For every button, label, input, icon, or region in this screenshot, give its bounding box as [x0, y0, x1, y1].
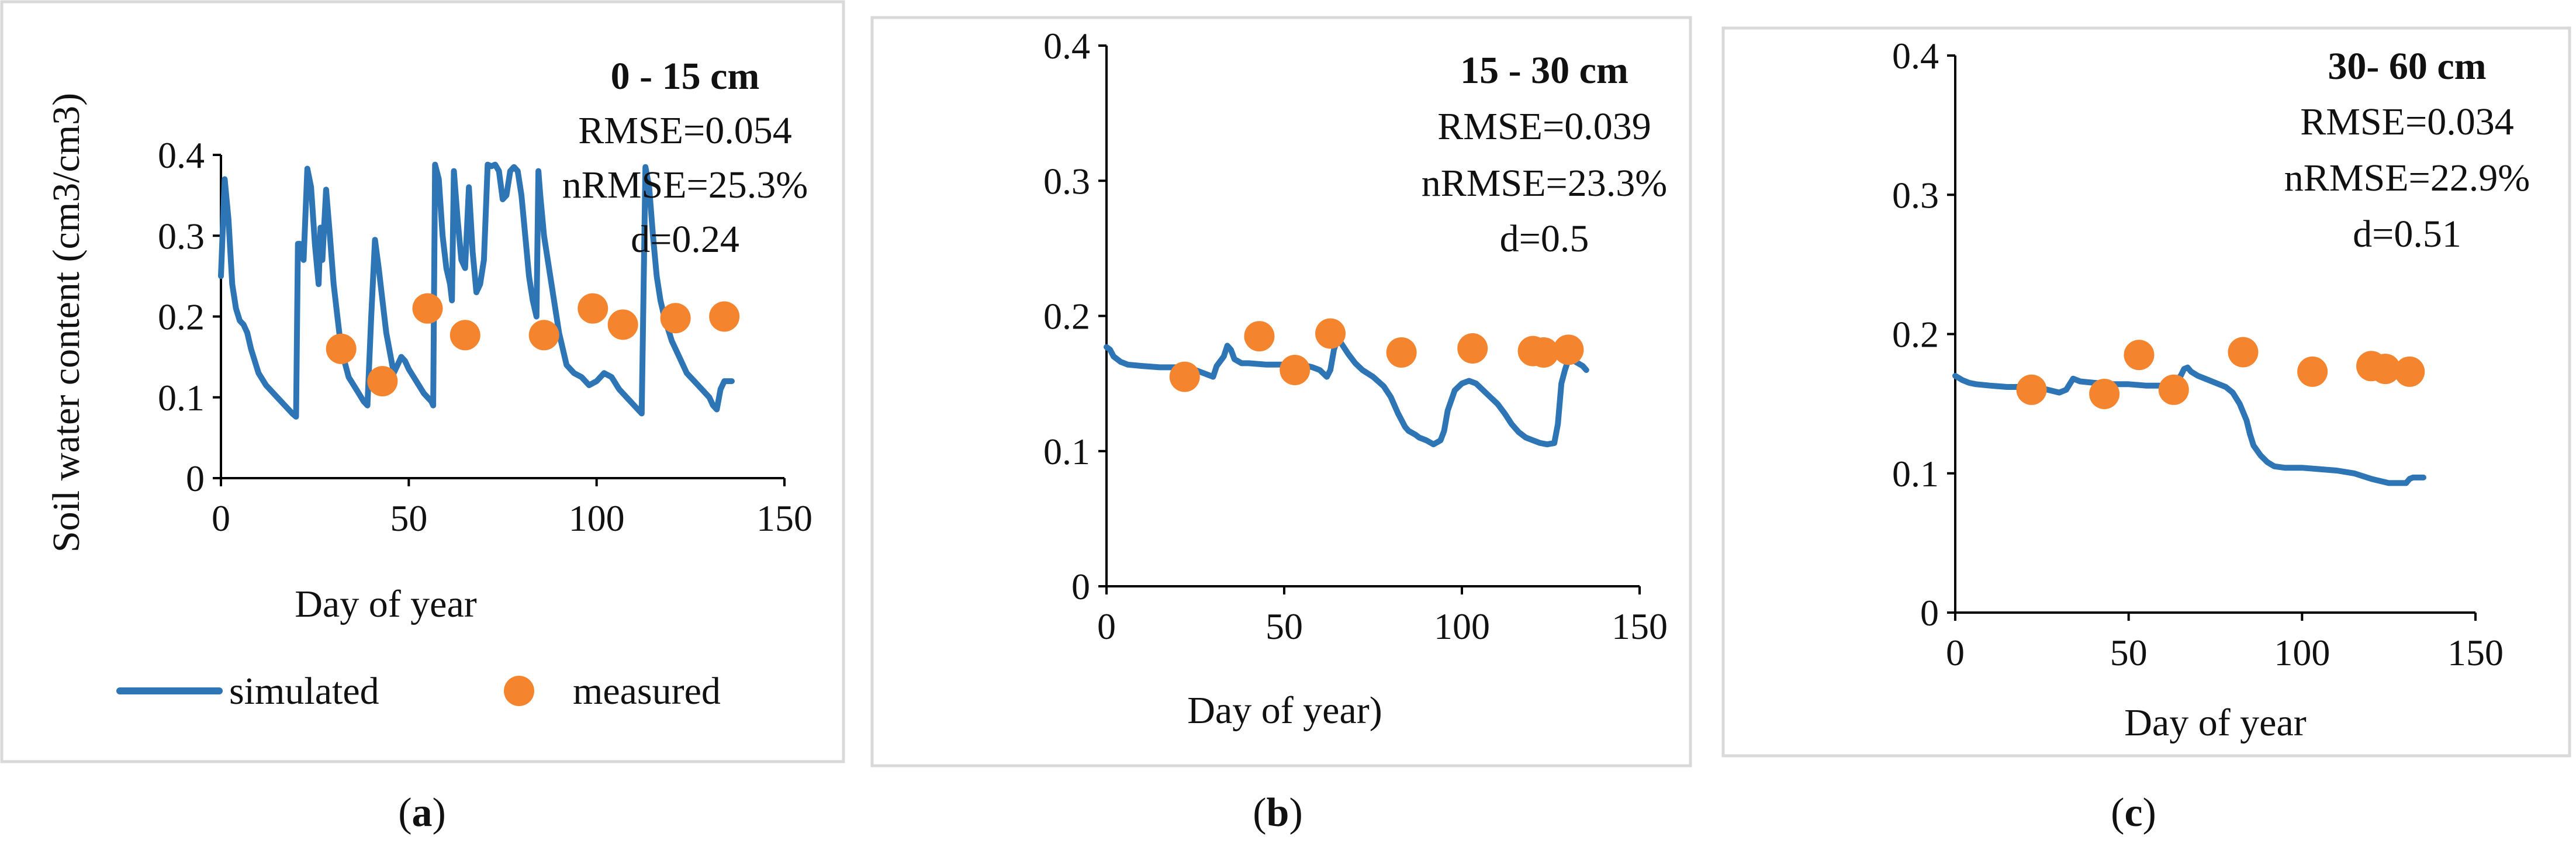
- panel-a-x-tick-label: 150: [756, 497, 812, 539]
- panel-b-plot-area: 0 0.1 0.2 0.3 0.4 0 50 100 150: [1043, 25, 1668, 647]
- panel-c-plot-area: 0 0.1 0.2 0.3 0.4 0 50 100 150: [1892, 35, 2504, 673]
- panel-b-depth-label: 15 - 30 cm: [1460, 49, 1628, 92]
- panel-a-rmse: RMSE=0.054: [578, 109, 791, 152]
- panel-b-y-tick-label: 0: [1071, 566, 1090, 607]
- panel-c-x-tick-label: 150: [2447, 632, 2504, 673]
- panel-c-caption-open: (: [2111, 790, 2124, 835]
- panel-c-frame: [1721, 26, 2571, 758]
- panel-a-measured-point: [709, 301, 740, 332]
- panel-a-x-tick-label: 100: [569, 497, 625, 539]
- panel-b-frame: [870, 16, 1692, 767]
- panel-a-measured-point: [449, 320, 480, 351]
- panel-b-measured-point: [1386, 337, 1417, 368]
- panel-b-rmse: RMSE=0.039: [1437, 105, 1651, 148]
- panel-b-x-tick-label: 150: [1612, 606, 1668, 647]
- panel-a-measured-point: [326, 333, 357, 364]
- panel-a-nrmse: nRMSE=25.3%: [562, 164, 808, 206]
- panel-c-y-tick-label: 0.4: [1892, 35, 1939, 77]
- panel-b-caption-open: (: [1253, 790, 1266, 835]
- panel-b-y-tick-label: 0.3: [1043, 160, 1090, 202]
- panel-c-measured-point: [2016, 374, 2047, 405]
- panel-a-y-tick-label: 0.3: [158, 215, 205, 257]
- panel-a-measured-point: [578, 293, 608, 324]
- panel-c-x-axis-title: Day of year: [2124, 701, 2307, 744]
- panel-a-d-index: d=0.24: [631, 218, 739, 261]
- panel-b-measured-point: [1244, 321, 1275, 352]
- panel-c-y-tick-label: 0: [1920, 592, 1939, 634]
- panel-b-measured-point: [1457, 333, 1488, 364]
- legend: simulated measured: [116, 670, 721, 713]
- panel-a-caption: (a): [398, 790, 446, 835]
- panel-a-y-tick-label: 0.1: [158, 377, 205, 419]
- panel-c-y-tick-label: 0.3: [1892, 174, 1939, 216]
- panel-c-measured-point: [2089, 378, 2120, 409]
- panel-a-x-tick-label: 50: [390, 497, 427, 539]
- panel-a-y-tick-label: 0: [186, 458, 205, 499]
- panel-c-nrmse: nRMSE=22.9%: [2284, 157, 2530, 199]
- panel-b-caption-letter: b: [1267, 790, 1289, 835]
- panel-b-d-index: d=0.5: [1500, 217, 1589, 260]
- panel-a-simulated-line: [218, 161, 735, 420]
- panel-a-measured-point: [528, 320, 559, 351]
- panel-a-frame: [0, 0, 845, 763]
- panel-c-measured-point: [2370, 354, 2401, 385]
- panel-b-measured-point: [1315, 318, 1346, 349]
- panel-a-x-axis-title: Day of year: [295, 583, 477, 625]
- panel-b: 0 0.1 0.2 0.3 0.4 0 50 100 150 Day of year) 15 -…: [870, 16, 1692, 835]
- panel-b-x-axis-title: Day of year): [1187, 689, 1382, 732]
- panel-a-y-tick-label: 0.4: [158, 134, 205, 176]
- panel-b-caption: (b): [1253, 790, 1303, 835]
- panel-c-simulated-line: [1952, 364, 2426, 486]
- panel-c-caption-letter: c: [2124, 790, 2142, 835]
- panel-c-depth-label: 30- 60 cm: [2328, 45, 2486, 88]
- panel-a-y-tick-label: 0.2: [158, 296, 205, 338]
- panel-b-nrmse: nRMSE=23.3%: [1422, 162, 1667, 205]
- panel-a-caption-close: ): [433, 790, 446, 835]
- panel-c-y-tick-label: 0.2: [1892, 314, 1939, 355]
- panel-c: 0 0.1 0.2 0.3 0.4 0 50 100 150 Day of year 30- 6…: [1721, 26, 2571, 835]
- panel-c-x-tick-label: 50: [2110, 632, 2148, 673]
- panel-c-d-index: d=0.51: [2353, 213, 2461, 255]
- panel-a-caption-letter: a: [412, 790, 433, 835]
- panel-a-measured-point: [412, 293, 443, 324]
- panel-a-y-axis-title: Soil water content (cm3/cm3): [45, 93, 88, 552]
- legend-measured-label: measured: [573, 670, 721, 713]
- panel-c-caption: (c): [2111, 790, 2156, 835]
- panel-a-measured-point: [367, 366, 398, 397]
- panel-c-x-tick-label: 100: [2274, 632, 2330, 673]
- panel-a-x-tick-label: 0: [212, 497, 230, 539]
- panel-c-measured-point: [2297, 356, 2328, 387]
- panel-c-measured-point: [2228, 337, 2259, 368]
- panel-b-measured-point: [1528, 337, 1559, 368]
- panel-a-plot-area: 0 0.1 0.2 0.3 0.4 0 50 100 150: [158, 134, 812, 539]
- panel-b-measured-point: [1553, 334, 1584, 365]
- panel-b-y-tick-label: 0.4: [1043, 25, 1090, 67]
- panel-c-measured-point: [2158, 374, 2189, 405]
- panel-a-caption-open: (: [398, 790, 412, 835]
- panel-c-x-tick-label: 0: [1946, 632, 1965, 673]
- panel-c-y-tick-label: 0.1: [1892, 453, 1939, 495]
- legend-measured-marker: [504, 676, 534, 706]
- panel-b-caption-close: ): [1289, 790, 1302, 835]
- panel-b-x-tick-label: 0: [1097, 606, 1116, 647]
- legend-simulated-label: simulated: [229, 670, 379, 713]
- panel-b-measured-point: [1280, 355, 1311, 385]
- panel-a-measured-point: [607, 309, 638, 340]
- panel-a-measured-point: [660, 303, 691, 334]
- panel-b-y-tick-label: 0.2: [1043, 296, 1090, 337]
- panel-c-measured-point: [2124, 340, 2155, 371]
- panel-b-y-tick-label: 0.1: [1043, 431, 1090, 472]
- panel-b-simulated-line: [1104, 336, 1589, 448]
- panel-a: 0 0.1 0.2 0.3 0.4 0 50 100 150 Soil water conten…: [0, 0, 845, 835]
- panel-b-x-tick-label: 50: [1265, 606, 1303, 647]
- panel-b-x-tick-label: 100: [1434, 606, 1490, 647]
- panel-a-depth-label: 0 - 15 cm: [611, 55, 760, 98]
- panel-b-measured-point: [1169, 361, 1200, 392]
- panel-c-caption-close: ): [2143, 790, 2156, 835]
- panel-c-rmse: RMSE=0.034: [2300, 101, 2513, 143]
- panel-c-measured-point: [2394, 356, 2425, 387]
